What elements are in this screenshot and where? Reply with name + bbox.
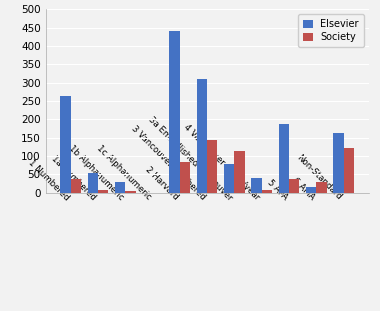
Bar (180, 162, 190, 193)
Bar (333, 133, 344, 193)
Bar (60, 95, 71, 193)
Bar (306, 187, 316, 193)
Bar (234, 151, 245, 193)
Bar (98, 190, 108, 193)
Bar (169, 31, 180, 193)
Bar (125, 191, 136, 193)
Bar (316, 182, 327, 193)
Bar (71, 179, 81, 193)
Bar (251, 178, 262, 193)
Bar (344, 148, 354, 193)
Bar (224, 164, 234, 193)
Bar (197, 79, 207, 193)
Bar (115, 182, 125, 193)
Legend: Elsevier, Society: Elsevier, Society (298, 14, 364, 47)
Bar (87, 173, 98, 193)
Bar (207, 140, 217, 193)
Bar (262, 189, 272, 193)
Bar (279, 124, 289, 193)
Bar (289, 179, 299, 193)
